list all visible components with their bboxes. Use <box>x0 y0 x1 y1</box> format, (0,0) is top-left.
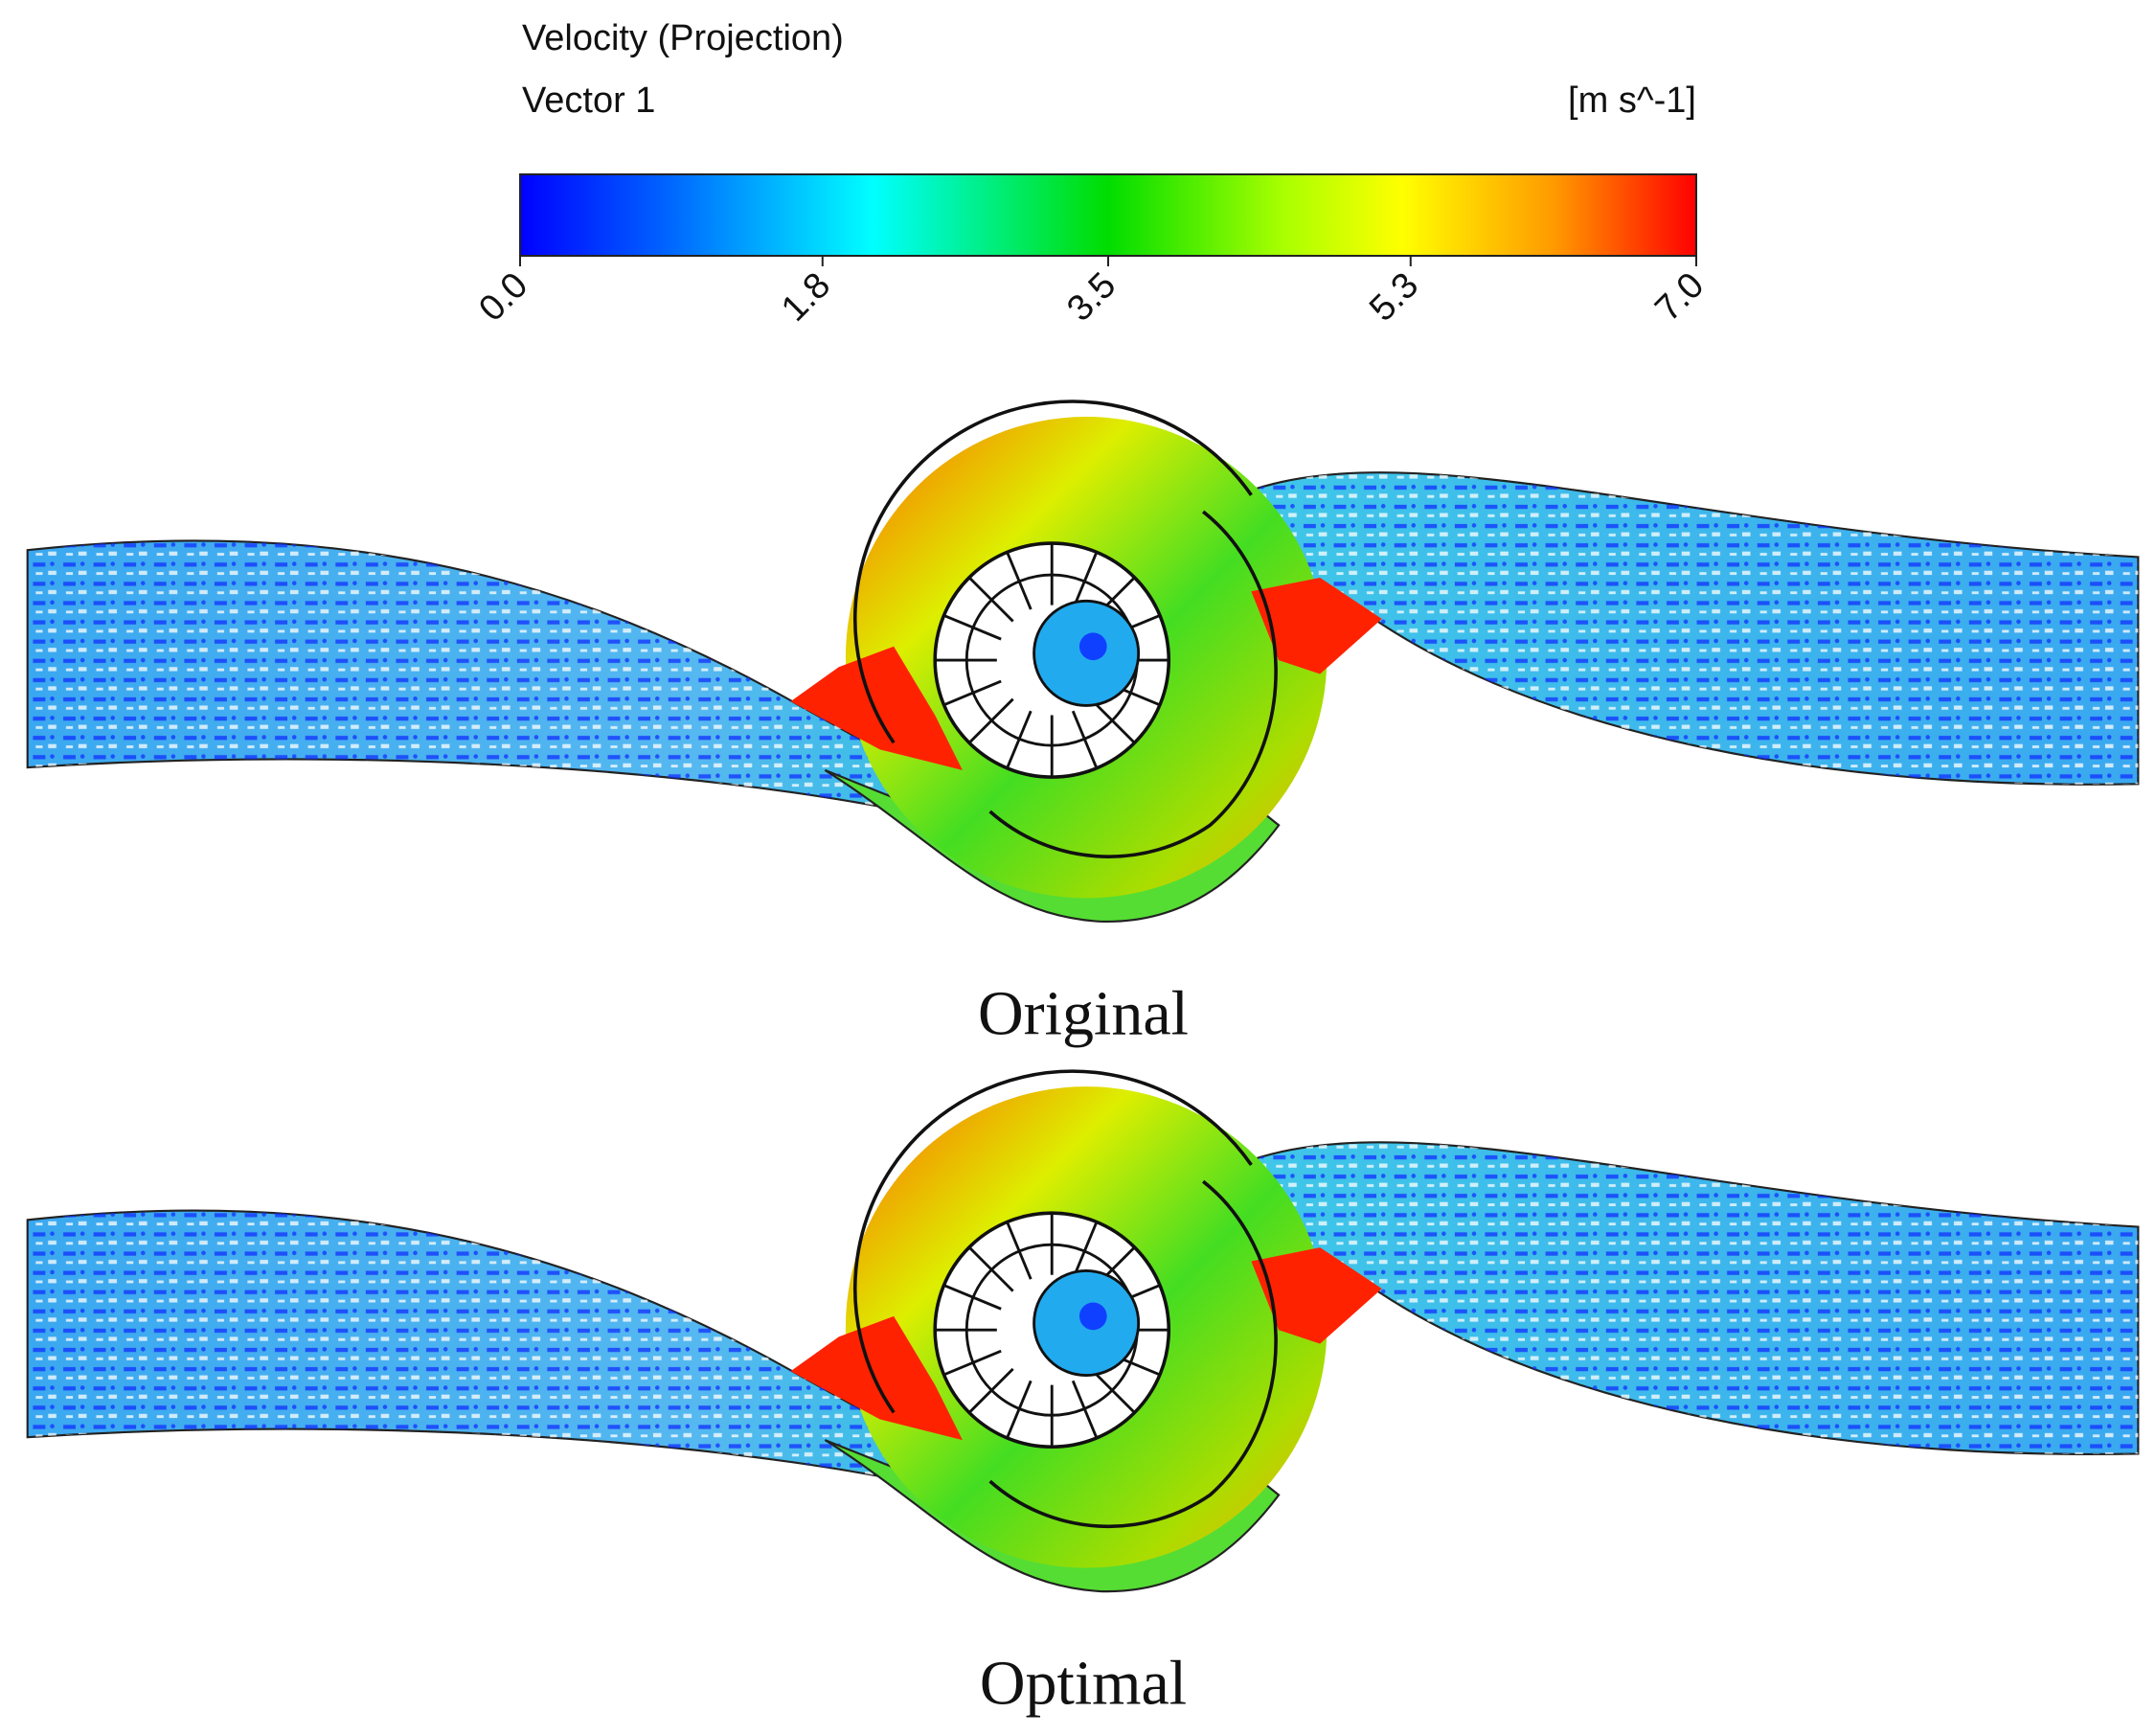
legend-subtitle: Vector 1 <box>522 80 655 121</box>
jet-left <box>790 646 963 770</box>
colorbar-tick-label: 3.5 <box>1059 265 1123 330</box>
casing-wall-inner <box>988 510 1278 858</box>
rotor-blade <box>1071 1380 1099 1439</box>
rotor-blade <box>967 697 1014 744</box>
inlet-texture <box>27 1210 990 1495</box>
rotor-blade <box>942 1349 1002 1377</box>
casing-wall <box>852 1069 1253 1414</box>
rotor-blade <box>942 1284 1002 1311</box>
flow-panel <box>26 1069 2140 1593</box>
rotor-blade <box>1006 710 1033 769</box>
flow-panel <box>26 400 2140 923</box>
hub-core <box>1078 632 1107 661</box>
colorbar-tick-label: 5.3 <box>1362 265 1426 330</box>
legend-title: Velocity (Projection) <box>522 18 844 58</box>
casing-wall-inner <box>988 1179 1278 1529</box>
rotor-blade <box>1071 551 1099 610</box>
jet-right <box>1251 1247 1382 1344</box>
rotor-blade <box>1006 1221 1033 1280</box>
rotor-blade <box>942 679 1002 707</box>
rotor-blade <box>1006 1380 1033 1439</box>
rotor-blade <box>942 614 1002 641</box>
jet-left <box>790 1315 963 1441</box>
colorbar-tick-label: 7.0 <box>1647 265 1712 330</box>
colorbar-tick-label: 0.0 <box>471 265 535 330</box>
jet-right <box>1251 577 1382 674</box>
colorbar <box>519 173 1697 257</box>
rotor-blade <box>1071 710 1099 769</box>
panel-label: Original <box>978 979 1189 1049</box>
legend-unit: [m s^-1] <box>1568 80 1696 121</box>
hub-core <box>1078 1302 1107 1331</box>
rotor-blade <box>1006 551 1033 610</box>
outlet-texture <box>1203 472 2139 785</box>
rotor-blade <box>1089 1367 1136 1414</box>
rotor-blade <box>967 576 1014 623</box>
casing-wall <box>852 400 1253 744</box>
outlet-texture <box>1203 1142 2139 1454</box>
rotor-blade <box>967 1245 1014 1292</box>
colorbar-tick-label: 1.8 <box>774 265 838 330</box>
rotor-blade <box>967 1367 1014 1414</box>
rotor-blade <box>1071 1221 1099 1280</box>
panel-label: Optimal <box>980 1649 1187 1719</box>
rotor-blade <box>1089 697 1136 744</box>
inlet-texture <box>27 540 990 826</box>
